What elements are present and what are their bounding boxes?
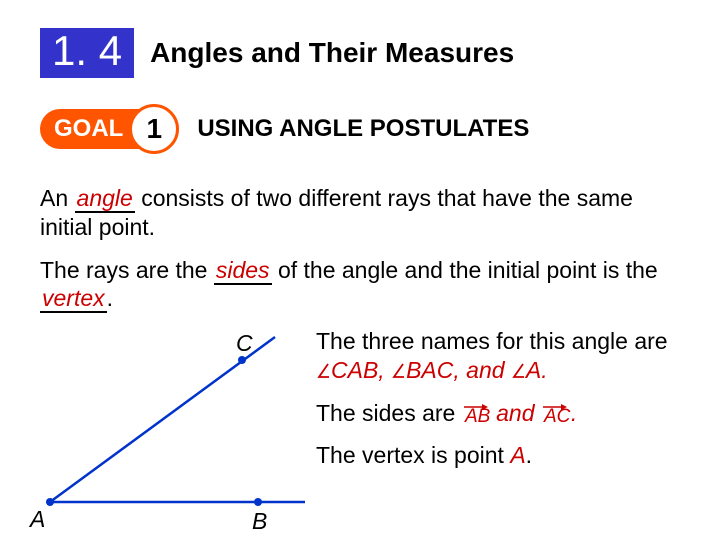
goal-row: GOAL 1 USING ANGLE POSTULATES — [40, 104, 680, 154]
goal-number: 1 — [129, 104, 179, 154]
definition-paragraph: An angle consists of two different rays … — [40, 184, 680, 242]
blank-sides: sides — [216, 257, 270, 283]
vertex-text: The vertex is point A. — [316, 441, 680, 470]
angle-names-answer: CAB, BAC, and A. — [316, 357, 548, 383]
blank-angle: angle — [77, 185, 133, 211]
angle-svg — [40, 327, 310, 537]
text: of the angle and the initial point is th… — [272, 257, 658, 283]
text: The sides are — [316, 400, 462, 426]
sides-answer: AB and AC. — [462, 400, 578, 426]
angle-names-text: The three names for this angle are CAB, … — [316, 327, 680, 385]
angle-diagram: A B C — [40, 327, 310, 537]
text: The three names for this angle are — [316, 328, 668, 354]
text: The vertex is point — [316, 442, 510, 468]
svg-text:AB: AB — [464, 406, 490, 424]
sides-vertex-paragraph: The rays are the sides of the angle and … — [40, 256, 680, 314]
vertex-answer: A — [510, 442, 525, 468]
section-title: Angles and Their Measures — [150, 37, 514, 69]
text: . — [526, 442, 532, 468]
blank-vertex: vertex — [42, 285, 105, 311]
text: An — [40, 185, 75, 211]
point-b-label: B — [252, 508, 267, 535]
point-c-label: C — [236, 330, 253, 357]
text: . — [107, 285, 113, 311]
svg-text:AC: AC — [543, 406, 571, 424]
header: 1. 4 Angles and Their Measures — [40, 28, 680, 78]
sides-text: The sides are AB and AC. — [316, 399, 680, 428]
section-badge: 1. 4 — [40, 28, 134, 78]
point-a-label: A — [30, 506, 45, 533]
goal-subtitle: USING ANGLE POSTULATES — [197, 115, 529, 143]
text: The rays are the — [40, 257, 214, 283]
